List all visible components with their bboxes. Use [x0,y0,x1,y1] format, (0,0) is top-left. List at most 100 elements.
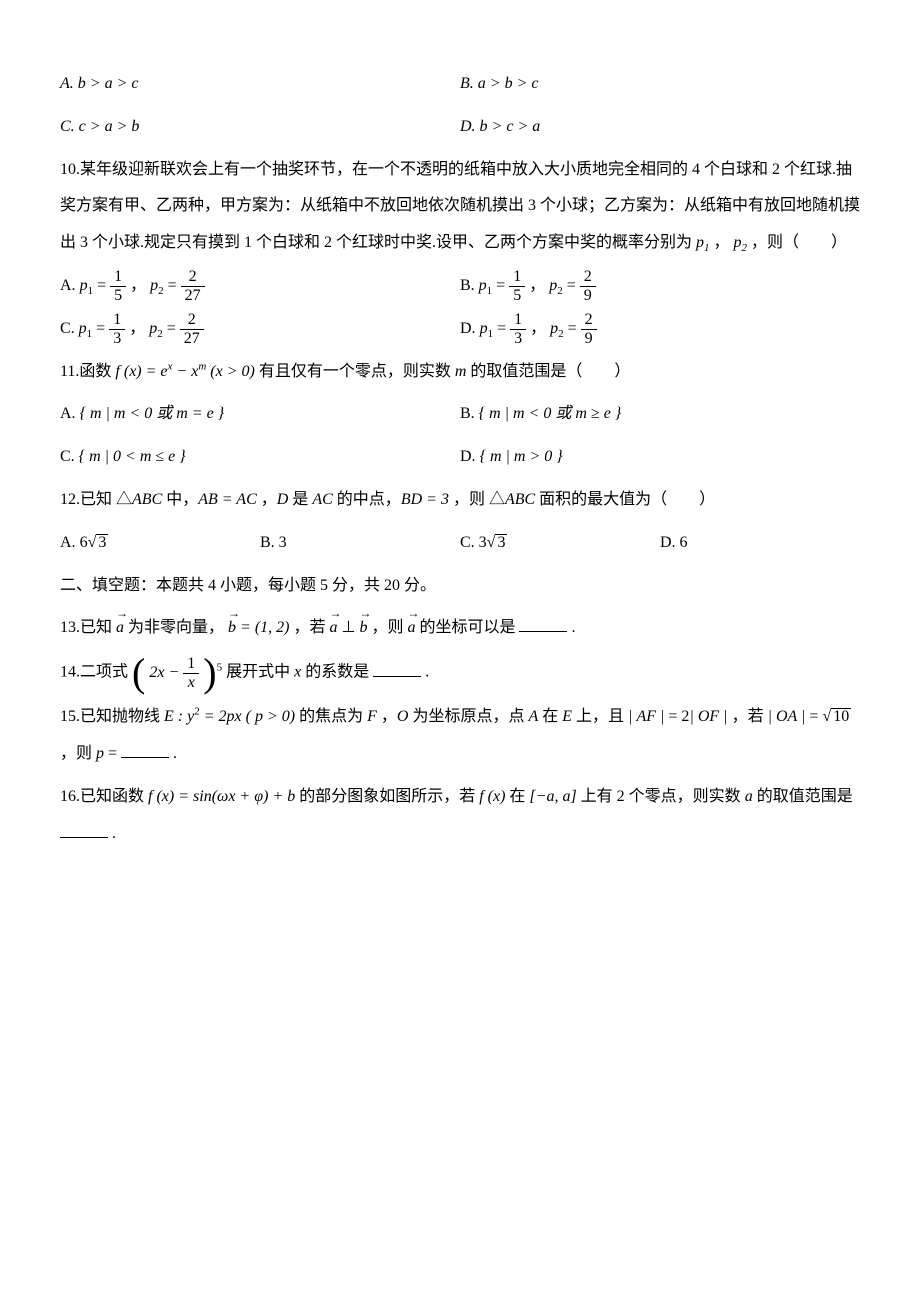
q14-c: 的系数是 [305,664,369,681]
q11-row1: A. { m | m < 0 或 m = e } B. { m | m < 0 … [60,396,860,433]
q14-fr-den: x [183,673,199,692]
q15: 15.已知抛物线 E : y2 = 2px ( p > 0) 的焦点为 F ，O… [60,699,860,773]
q12-optB: B. 3 [260,525,460,562]
q12-stem-b: 中， [166,491,198,508]
q16-period: . [112,825,116,842]
q9-optA: A. b > a > c [60,75,138,92]
q9-optB: B. a > b > c [460,75,538,92]
q15-e: 在 [542,708,562,725]
q13-perp: ⊥ [338,619,360,636]
q10-C-p1-den: 3 [109,329,125,348]
q15-eq4: = [104,745,121,762]
q11-optC-set: { m | 0 < m ≤ e } [79,448,186,465]
q11-expm: m [198,360,206,372]
q12-stem-a: 12.已知 △ [60,491,132,508]
q15-eq2: = 2 [664,708,689,725]
q10-D-p2-num: 2 [581,311,597,329]
q16-c: 在 [509,788,529,805]
q12-stem-d: 是 [292,491,312,508]
q10-row1: A. p1 = 15 ， p2 = 227 B. p1 = 15 ， p2 = … [60,268,860,305]
q15-eq: = 2px ( p > 0) [200,708,299,725]
q12-optB-text: B. 3 [260,534,287,551]
q13-period: . [571,619,575,636]
q10-C-p2: 227 [180,311,204,347]
q12-optC-rad: 3 [495,534,507,551]
q16-a: 16.已知函数 [60,788,148,805]
q10-optB: B. p1 = 15 ， p2 = 29 [460,268,860,305]
q11-optC: C. { m | 0 < m ≤ e } [60,439,460,476]
q10-optD-prefix: D. [460,320,480,337]
q10-optA-prefix: A. [60,277,80,294]
q10-C-p2-den: 27 [180,329,204,348]
q11-optB: B. { m | m < 0 或 m ≥ e } [460,396,860,433]
q9-options-row2: C. c > a > b D. b > c > a [60,109,860,146]
q15-E2: E [562,708,572,725]
q11-optA: A. { m | m < 0 或 m = e } [60,396,460,433]
q10-A-p1-den: 5 [110,286,126,305]
q11-optB-set: { m | m < 0 或 m ≥ e } [479,405,622,422]
q14-b: 展开式中 [226,664,294,681]
q11-stem-b: 有且仅有一个零点，则实数 [259,363,455,380]
q9-optC: C. c > a > b [60,118,139,135]
q12-abc2: ABC [505,491,535,508]
q12-optC-sqrt: 3 [487,525,508,562]
q14-period: . [425,664,429,681]
q14: 14.二项式 ( 2x − 1x ) 5 展开式中 x 的系数是 . [60,653,860,693]
q15-E: E : y [164,708,194,725]
q10-B-p2: 29 [580,268,596,304]
q15-eq3: = [805,708,822,725]
q12-eq2: BD = 3 [401,491,449,508]
q13-d: ，则 [371,619,407,636]
q15-rad: 10 [831,708,851,725]
q16-b: 的部分图象如图所示，若 [299,788,479,805]
q12-optC-pre: C. [460,534,479,551]
q10-p2-var: p [734,234,742,251]
q11-optD-prefix: D. [460,448,476,465]
q11-optA-set: { m | m < 0 或 m = e } [80,405,225,422]
q10-optC-prefix: C. [60,320,79,337]
q10-comma1: ， [714,234,730,251]
q16: 16.已知函数 f (x) = sin(ωx + φ) + b 的部分图象如图所… [60,779,860,853]
q16-d: 上有 2 个零点，则实数 [581,788,745,805]
q15-sqrt: 10 [822,699,851,736]
q13-vec-b: b [228,610,236,647]
q16-interval: [−a, a] [529,788,576,805]
q11-minus: − x [176,363,198,380]
q12-optA-sqrt: 3 [88,525,109,562]
q10-row2: C. p1 = 13 ， p2 = 227 D. p1 = 13 ， p2 = … [60,311,860,348]
q10-p1: p1 [696,234,710,251]
q13-eqb: = (1, 2) [236,619,289,636]
q11-optD: D. { m | m > 0 } [460,439,860,476]
q10-A-p1: 15 [110,268,126,304]
q12-optD: D. 6 [660,525,860,562]
q9-options-row1: A. b > a > c B. a > b > c [60,66,860,103]
q12-optA-pre: A. [60,534,80,551]
q10-stem: 10.某年级迎新联欢会上有一个抽奖环节，在一个不透明的纸箱中放入大小质地完全相同… [60,152,860,262]
q10-A-p2-den: 27 [181,286,205,305]
q10-optD: D. p1 = 13 ， p2 = 29 [460,311,860,348]
q15-F: F [367,708,377,725]
q11-stem-a: 11.函数 [60,363,115,380]
q12-stem-f: ，则 △ [453,491,505,508]
q10-B-p2-num: 2 [580,268,596,286]
q13: 13.已知 a 为非零向量， b = (1, 2) ，若 a ⊥ b ，则 a … [60,610,860,647]
q10-p1-var: p [696,234,704,251]
q12-stem: 12.已知 △ABC 中，AB = AC ，D 是 AC 的中点，BD = 3 … [60,482,860,519]
q15-p: p [96,745,104,762]
q14-blank [373,661,421,676]
q10-D-p1: 13 [510,311,526,347]
q15-A: A [528,708,538,725]
q11-optA-prefix: A. [60,405,76,422]
q11-row2: C. { m | 0 < m ≤ e } D. { m | m > 0 } [60,439,860,476]
q16-fx2: f (x) [479,788,505,805]
q12-stem-e: 的中点， [337,491,401,508]
q10-C-p1-num: 1 [109,311,125,329]
q13-b: 为非零向量， [128,619,224,636]
q14-exp: 5 [217,662,223,674]
q12-stem-g: 面积的最大值为（ ） [539,491,715,508]
q11-stem-c: 的取值范围是（ ） [470,363,630,380]
q12-options: A. 63 B. 3 C. 33 D. 6 [60,525,860,562]
q15-blank [121,743,169,758]
q13-blank [519,617,567,632]
q14-lhs: 2x − [149,664,183,681]
